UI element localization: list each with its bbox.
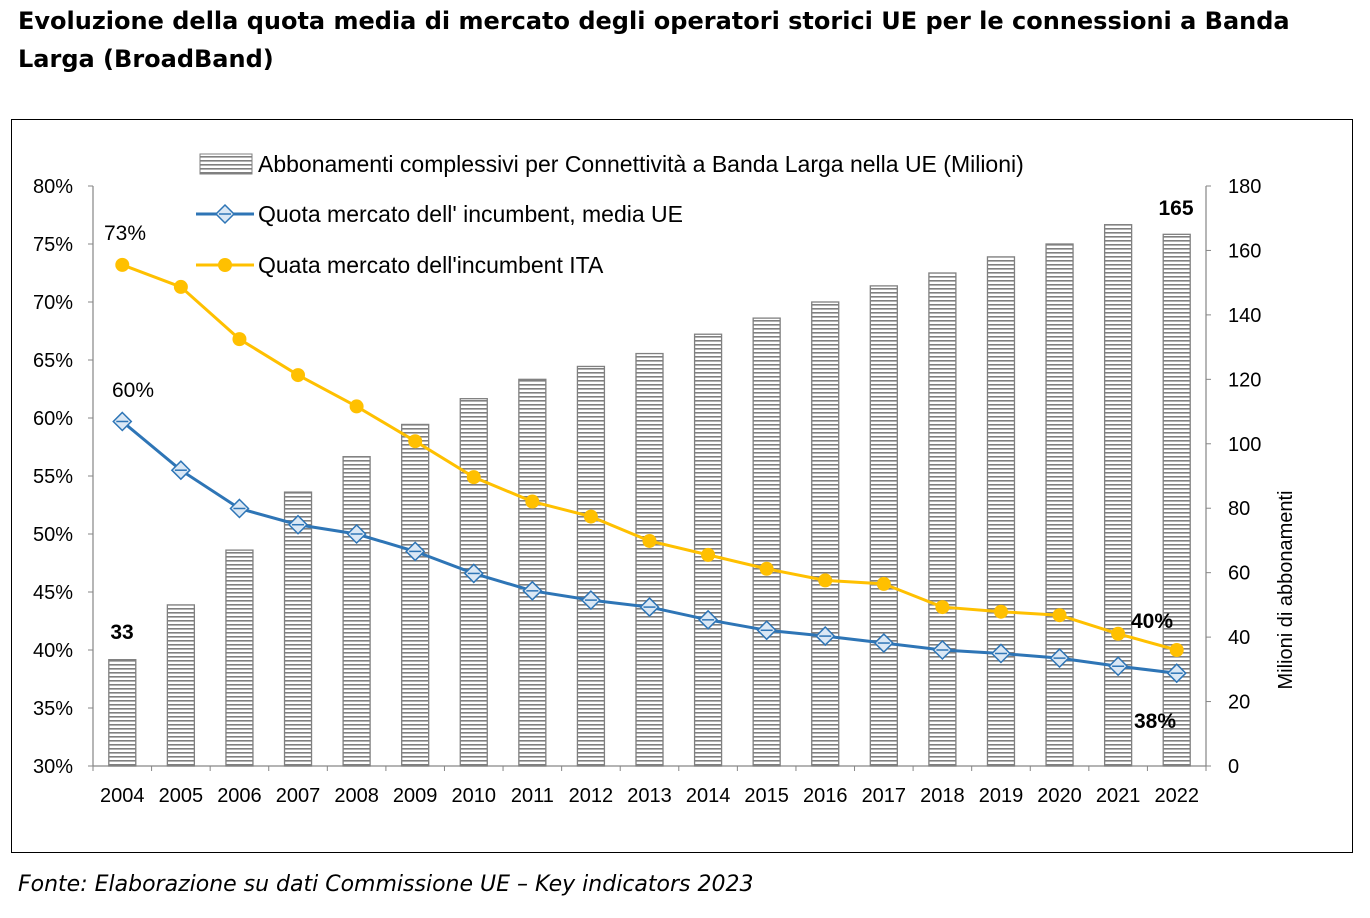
point-2-2020 bbox=[1052, 608, 1067, 623]
right-tick-label: 0 bbox=[1228, 756, 1239, 778]
x-tick-label: 2010 bbox=[452, 785, 497, 807]
x-tick-label: 2013 bbox=[627, 785, 672, 807]
point-2-2011 bbox=[525, 494, 540, 509]
bar-2015 bbox=[752, 317, 781, 767]
x-tick-label: 2014 bbox=[686, 785, 731, 807]
x-tick-label: 2009 bbox=[393, 785, 438, 807]
point-2-2022 bbox=[1169, 643, 1184, 657]
right-tick-label: 20 bbox=[1228, 692, 1250, 714]
right-tick-label: 140 bbox=[1228, 305, 1261, 327]
left-tick-label: 35% bbox=[33, 698, 73, 720]
x-tick-label: 2022 bbox=[1154, 785, 1199, 807]
chart-frame bbox=[11, 119, 1353, 853]
left-tick-label: 40% bbox=[33, 640, 73, 662]
right-tick-label: 80 bbox=[1228, 498, 1250, 520]
right-tick-label: 160 bbox=[1228, 240, 1261, 262]
data-label: 38% bbox=[1134, 710, 1176, 733]
left-tick-label: 60% bbox=[33, 408, 73, 430]
right-tick-label: 60 bbox=[1228, 563, 1250, 585]
right-tick-label: 40 bbox=[1228, 627, 1250, 649]
legend-eu-label: Quota mercato dell' incumbent, media UE bbox=[258, 201, 683, 227]
page-title: Evoluzione della quota media di mercato … bbox=[18, 7, 1290, 73]
x-tick-label: 2019 bbox=[979, 785, 1024, 807]
point-2-2009 bbox=[408, 434, 423, 449]
bar-2005 bbox=[166, 604, 196, 767]
x-tick-label: 2017 bbox=[862, 785, 907, 807]
point-2-2014 bbox=[701, 547, 716, 562]
x-tick-label: 2004 bbox=[100, 785, 145, 807]
legend-bar-label: Abbonamenti complessivi per Connettività… bbox=[258, 151, 1024, 177]
data-label: 165 bbox=[1158, 197, 1193, 220]
point-2-2010 bbox=[466, 470, 481, 485]
point-2-2017 bbox=[876, 576, 891, 591]
left-tick-label: 50% bbox=[33, 524, 73, 546]
point-2-2013 bbox=[642, 533, 657, 548]
bar-2016 bbox=[811, 301, 840, 767]
bar-2019 bbox=[986, 256, 1016, 767]
point-2-2021 bbox=[1111, 626, 1126, 641]
legend-ita-marker bbox=[218, 258, 232, 272]
left-tick-label: 70% bbox=[33, 292, 73, 314]
left-tick-label: 45% bbox=[33, 582, 73, 604]
left-tick-label: 75% bbox=[33, 234, 73, 256]
bar-2008 bbox=[342, 456, 371, 767]
x-tick-label: 2016 bbox=[803, 785, 848, 807]
left-tick-label: 55% bbox=[33, 466, 73, 488]
bar-2017 bbox=[869, 285, 898, 767]
point-2-2015 bbox=[759, 561, 774, 576]
point-2-2008 bbox=[349, 399, 364, 414]
x-tick-label: 2008 bbox=[334, 785, 379, 807]
legend-ita-label: Quata mercato dell'incumbent ITA bbox=[258, 252, 604, 278]
point-2-2019 bbox=[993, 604, 1008, 619]
point-2-2004 bbox=[115, 257, 130, 272]
point-2-2012 bbox=[583, 509, 598, 524]
left-tick-label: 80% bbox=[33, 176, 73, 198]
point-2-2006 bbox=[232, 332, 247, 347]
x-tick-label: 2015 bbox=[744, 785, 789, 807]
x-tick-label: 2005 bbox=[159, 785, 204, 807]
right-tick-label: 180 bbox=[1228, 176, 1261, 198]
data-label: 60% bbox=[112, 379, 154, 402]
bar-2011 bbox=[518, 378, 547, 767]
bar-2007 bbox=[283, 491, 313, 767]
bar-2020 bbox=[1045, 243, 1074, 767]
point-2-2005 bbox=[173, 279, 188, 294]
x-tick-label: 2020 bbox=[1037, 785, 1082, 807]
bar-2009 bbox=[401, 423, 430, 767]
x-tick-label: 2012 bbox=[569, 785, 614, 807]
bar-2021 bbox=[1103, 224, 1133, 767]
legend-bar-swatch bbox=[199, 153, 253, 175]
data-label: 33 bbox=[110, 621, 133, 644]
bar-2018 bbox=[928, 272, 957, 767]
data-label: 40% bbox=[1131, 610, 1173, 633]
right-axis-title: Milioni di abbonamenti bbox=[1275, 490, 1297, 689]
bar-2012 bbox=[576, 365, 606, 767]
x-tick-label: 2011 bbox=[511, 785, 554, 807]
right-tick-label: 120 bbox=[1228, 369, 1261, 391]
left-tick-label: 30% bbox=[33, 756, 73, 778]
x-tick-label: 2006 bbox=[217, 785, 262, 807]
x-tick-label: 2007 bbox=[276, 785, 321, 807]
bar-2013 bbox=[635, 352, 664, 767]
bar-2004 bbox=[108, 659, 137, 767]
x-tick-label: 2021 bbox=[1096, 785, 1141, 807]
left-tick-label: 65% bbox=[33, 350, 73, 372]
point-2-2007 bbox=[291, 368, 306, 383]
point-2-2016 bbox=[818, 573, 833, 588]
source-note: Fonte: Elaborazione su dati Commissione … bbox=[18, 872, 754, 897]
x-tick-label: 2018 bbox=[920, 785, 965, 807]
bar-2006 bbox=[225, 549, 254, 767]
data-label: 73% bbox=[104, 222, 146, 245]
bar-2022 bbox=[1162, 233, 1191, 767]
point-2-2018 bbox=[935, 600, 950, 615]
right-tick-label: 100 bbox=[1228, 434, 1261, 456]
